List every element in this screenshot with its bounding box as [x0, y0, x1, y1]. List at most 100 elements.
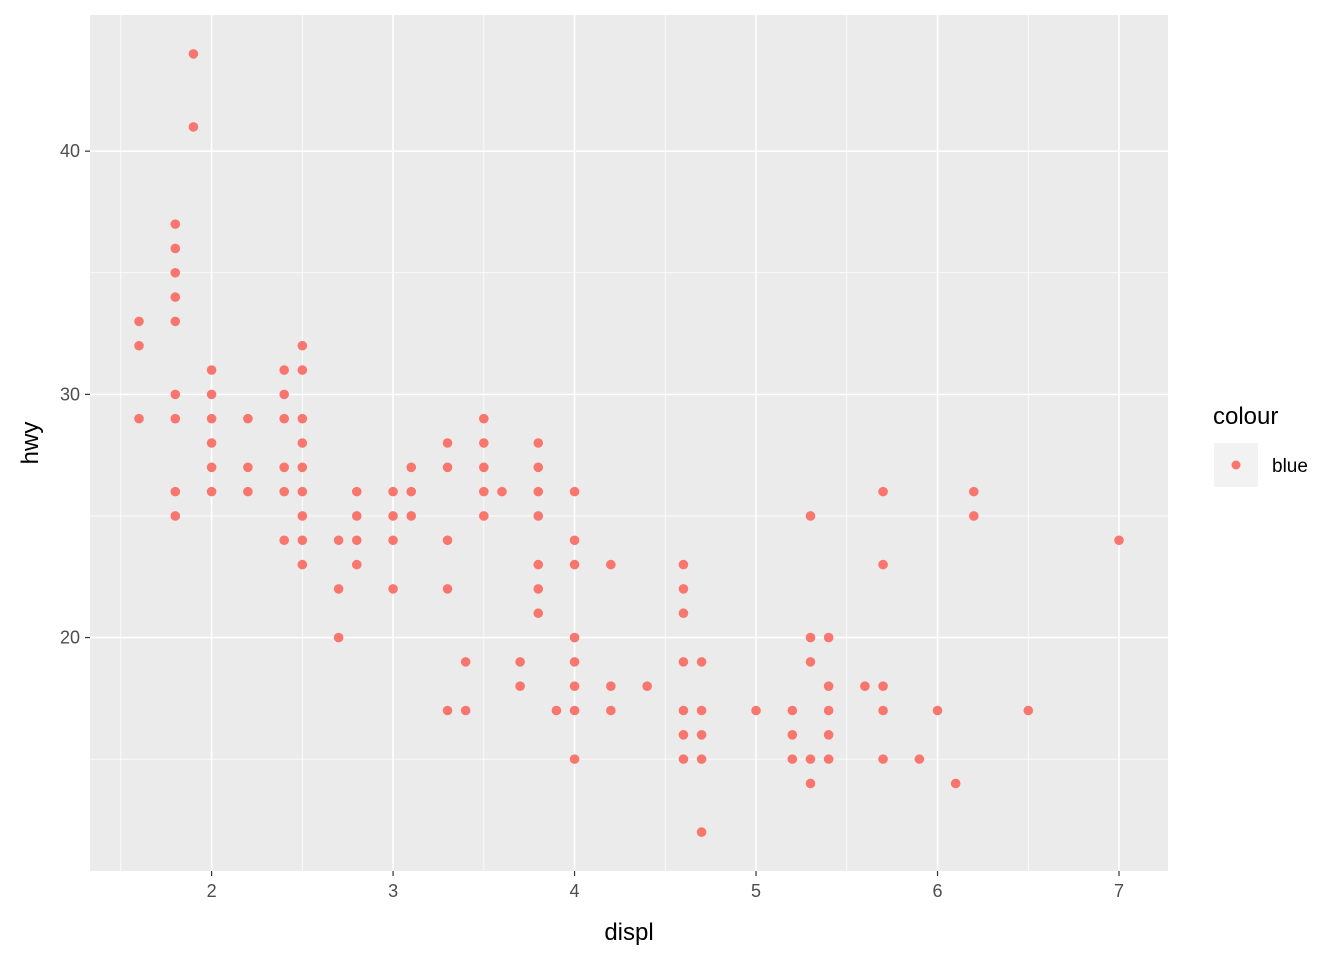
data-point	[479, 486, 489, 497]
data-point	[787, 705, 798, 716]
data-point	[696, 705, 707, 716]
data-point	[569, 632, 580, 643]
data-point	[243, 486, 253, 497]
legend: colour blue	[1213, 403, 1308, 487]
data-point	[134, 340, 144, 351]
data-point	[533, 608, 544, 619]
data-point	[170, 316, 181, 327]
data-point	[442, 462, 453, 473]
x-tick-label: 7	[1114, 881, 1124, 901]
data-point	[297, 438, 308, 448]
data-point	[878, 559, 888, 570]
data-point	[243, 462, 253, 473]
data-point	[787, 754, 798, 764]
data-point	[533, 486, 544, 497]
data-point	[805, 754, 816, 764]
data-point	[696, 730, 707, 740]
data-point	[678, 705, 689, 716]
data-point	[805, 511, 816, 521]
data-point	[823, 705, 834, 716]
data-point	[479, 413, 489, 424]
data-point	[170, 243, 181, 254]
data-point	[515, 681, 525, 691]
data-point	[805, 657, 816, 667]
data-point	[569, 754, 580, 764]
data-point	[606, 559, 616, 570]
data-point	[170, 486, 181, 497]
data-point	[170, 511, 181, 521]
data-point	[696, 827, 707, 837]
data-point	[569, 535, 580, 546]
data-point	[823, 632, 834, 643]
data-point	[170, 413, 181, 424]
data-point	[297, 340, 308, 351]
data-point	[678, 657, 689, 667]
data-point	[533, 511, 544, 521]
data-point	[878, 486, 888, 497]
data-point	[533, 559, 544, 570]
data-point	[678, 559, 689, 570]
legend-title: colour	[1213, 403, 1278, 430]
data-point	[279, 462, 289, 473]
data-point	[515, 657, 525, 667]
data-point	[569, 657, 580, 667]
plot-panel	[90, 15, 1168, 871]
data-point	[351, 486, 362, 497]
data-point	[569, 559, 580, 570]
data-point	[297, 462, 308, 473]
data-point	[606, 705, 616, 716]
data-point	[170, 267, 181, 278]
data-point	[406, 511, 417, 521]
y-axis-title: hwy	[17, 422, 44, 465]
data-point	[805, 632, 816, 643]
data-point	[678, 608, 689, 619]
data-point	[460, 657, 471, 667]
data-point	[351, 535, 362, 546]
data-point	[823, 730, 834, 740]
data-point	[569, 681, 580, 691]
data-point	[279, 486, 289, 497]
data-point	[823, 754, 834, 764]
data-point	[751, 705, 761, 716]
data-point	[914, 754, 925, 764]
data-point	[351, 511, 362, 521]
data-point	[533, 584, 544, 594]
data-point	[1114, 535, 1124, 546]
y-tick-label: 40	[60, 141, 80, 161]
data-point	[479, 462, 489, 473]
data-point	[388, 535, 398, 546]
data-point	[678, 584, 689, 594]
data-point	[206, 486, 217, 497]
data-point	[206, 413, 217, 424]
data-points	[134, 49, 1124, 837]
data-point	[170, 219, 181, 229]
data-point	[279, 413, 289, 424]
data-point	[479, 438, 489, 448]
x-tick-label: 3	[388, 881, 398, 901]
data-point	[297, 511, 308, 521]
x-tick-label: 4	[570, 881, 580, 901]
data-point	[297, 535, 308, 546]
data-point	[243, 413, 253, 424]
data-point	[206, 438, 217, 448]
data-point	[297, 413, 308, 424]
data-point	[460, 705, 471, 716]
data-point	[533, 438, 544, 448]
data-point	[569, 486, 580, 497]
data-point	[442, 535, 453, 546]
data-point	[279, 535, 289, 546]
data-point	[678, 754, 689, 764]
data-point	[860, 681, 870, 691]
data-point	[188, 122, 199, 132]
data-point	[533, 462, 544, 473]
data-point	[333, 632, 344, 643]
data-point	[823, 681, 834, 691]
data-point	[134, 413, 144, 424]
x-axis-ticks: 2 3 4 5 6 7	[207, 871, 1124, 901]
data-point	[932, 705, 943, 716]
data-point	[134, 316, 144, 327]
legend-label: blue	[1272, 456, 1308, 477]
data-point	[969, 511, 979, 521]
data-point	[333, 584, 344, 594]
